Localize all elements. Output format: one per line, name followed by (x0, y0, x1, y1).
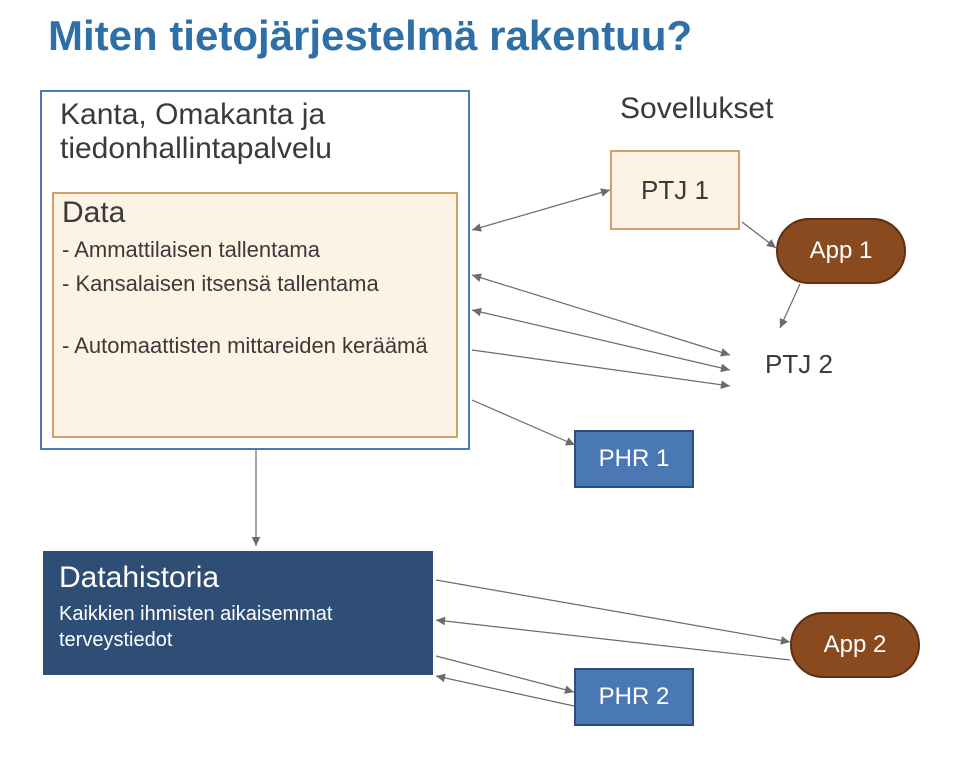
kanta-title: Kanta, Omakanta ja tiedonhallintapalvelu (60, 98, 450, 166)
data-bullet: - Ammattilaisen tallentama (62, 236, 448, 264)
node-phr2: PHR 2 (574, 668, 694, 726)
datahistoria-title: Datahistoria (59, 561, 417, 595)
node-phr1: PHR 1 (574, 430, 694, 488)
node-app1: App 1 (776, 218, 906, 284)
node-ptj2: PTJ 2 (730, 328, 868, 400)
data-heading: Data (62, 196, 125, 230)
page-title: Miten tietojärjestelmä rakentuu? (48, 12, 692, 60)
node-ptj2-label: PTJ 2 (765, 349, 833, 380)
datahistoria-box: Datahistoria Kaikkien ihmisten aikaisemma… (40, 548, 436, 678)
data-bullet: - Kansalaisen itsensä tallentama (62, 270, 448, 298)
node-ptj1: PTJ 1 (610, 150, 740, 230)
node-phr1-label: PHR 1 (599, 445, 670, 473)
datahistoria-subtitle: Kaikkien ihmisten aikaisemmat terveystie… (59, 601, 417, 653)
node-app2: App 2 (790, 612, 920, 678)
data-bullet: - Automaattisten mittareiden keräämä (62, 332, 448, 360)
node-phr2-label: PHR 2 (599, 683, 670, 711)
node-ptj1-label: PTJ 1 (641, 175, 709, 206)
sovellukset-label: Sovellukset (620, 92, 773, 126)
node-app2-label: App 2 (824, 631, 887, 659)
node-app1-label: App 1 (810, 237, 873, 265)
